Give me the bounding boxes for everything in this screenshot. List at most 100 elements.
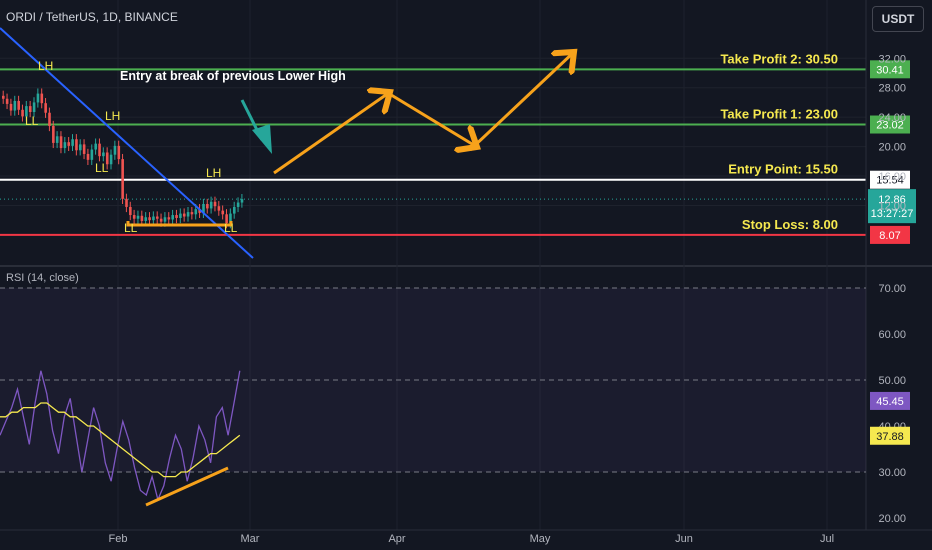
candle-body bbox=[109, 154, 113, 165]
last-price-text: 12.86 bbox=[878, 194, 906, 206]
candle-body bbox=[171, 215, 174, 220]
level-price-tag bbox=[870, 60, 910, 79]
candle-body bbox=[152, 216, 155, 221]
candle-body bbox=[182, 213, 186, 217]
level-label: Stop Loss: 8.00 bbox=[742, 217, 838, 232]
price-tick-label: 16.00 bbox=[878, 171, 906, 183]
time-tick-label: Feb bbox=[109, 533, 128, 545]
level-price-tag-text: 30.41 bbox=[876, 64, 904, 76]
candle-body bbox=[217, 206, 221, 211]
rsi-value-text: 45.45 bbox=[876, 396, 904, 408]
pattern-label: LH bbox=[206, 166, 221, 180]
candle-body bbox=[32, 102, 36, 113]
projection-arrow-1 bbox=[273, 92, 390, 175]
candle-body bbox=[44, 103, 47, 113]
candle-body bbox=[9, 103, 13, 111]
pattern-label: LL bbox=[25, 114, 39, 128]
candles bbox=[2, 88, 244, 229]
pattern-label: LH bbox=[105, 109, 120, 123]
candle-body bbox=[221, 210, 225, 215]
candle-body bbox=[190, 212, 194, 215]
pattern-label: LL bbox=[124, 221, 138, 235]
candle-body bbox=[209, 201, 213, 209]
candle-body bbox=[206, 204, 209, 209]
candle-body bbox=[48, 112, 51, 126]
rsi-tick-label: 60.00 bbox=[878, 329, 906, 341]
candle-body bbox=[179, 213, 182, 218]
candle-body bbox=[213, 201, 217, 207]
candle-body bbox=[156, 216, 159, 219]
rsi-title: RSI (14, close) bbox=[6, 272, 79, 284]
candle-body bbox=[236, 202, 240, 207]
candle-body bbox=[225, 214, 228, 224]
level-price-tag bbox=[870, 170, 910, 189]
candle-body bbox=[129, 206, 132, 216]
level-price-tag-text: 8.07 bbox=[879, 230, 900, 242]
time-tick-label: Jul bbox=[820, 533, 834, 545]
candle-body bbox=[75, 139, 78, 151]
level-price-tag-text: 15.54 bbox=[876, 175, 904, 187]
candle-body bbox=[82, 144, 86, 154]
candle-body bbox=[5, 98, 9, 104]
candle-body bbox=[240, 199, 244, 203]
candle-body bbox=[59, 136, 63, 149]
candle-body bbox=[233, 206, 236, 214]
candle-body bbox=[148, 217, 151, 221]
candle-body bbox=[105, 152, 109, 165]
candle-body bbox=[136, 215, 140, 219]
candle-body bbox=[28, 106, 32, 113]
pattern-label: LH bbox=[38, 59, 53, 73]
price-tick-label: 32.00 bbox=[878, 53, 906, 65]
candle-body bbox=[79, 144, 82, 151]
double-bottom-bracket bbox=[126, 221, 233, 227]
price-tick-label: 12.00 bbox=[878, 200, 906, 212]
candle-body bbox=[13, 100, 17, 111]
last-price-tag bbox=[868, 189, 916, 224]
time-tick-label: Apr bbox=[388, 533, 405, 545]
level-label: Entry Point: 15.50 bbox=[728, 162, 838, 177]
rsi-line bbox=[0, 370, 241, 502]
candle-body bbox=[140, 215, 144, 221]
pattern-label: LL bbox=[224, 221, 238, 235]
candle-body bbox=[67, 142, 71, 146]
currency-button[interactable]: USDT bbox=[872, 6, 924, 32]
candle-body bbox=[117, 145, 121, 160]
candle-body bbox=[71, 139, 74, 146]
time-tick-label: Jun bbox=[675, 533, 693, 545]
candle-body bbox=[202, 204, 205, 213]
candle-body bbox=[98, 143, 101, 157]
candle-body bbox=[132, 215, 136, 219]
entry-annotation: Entry at break of previous Lower High bbox=[120, 69, 346, 83]
candle-body bbox=[25, 106, 28, 117]
candle-body bbox=[21, 109, 24, 117]
candle-body bbox=[121, 159, 124, 199]
candle-body bbox=[163, 217, 167, 222]
candle-body bbox=[94, 143, 97, 150]
candle-body bbox=[86, 153, 90, 160]
rsi-tick-label: 50.00 bbox=[878, 375, 906, 387]
time-axis[interactable]: Feb Mar Apr May Jun Jul bbox=[0, 529, 932, 545]
main-grid bbox=[0, 0, 866, 530]
downtrend-line[interactable] bbox=[0, 27, 254, 259]
chart-title: ORDI / TetherUS, 1D, BINANCE bbox=[6, 10, 178, 24]
candle-body bbox=[144, 217, 148, 221]
rsi-tick-label: 20.00 bbox=[878, 513, 906, 525]
price-axis[interactable]: 32.00 28.00 24.00 20.00 16.00 12.00 bbox=[865, 0, 906, 530]
price-tick-label: 20.00 bbox=[878, 142, 906, 154]
entry-pointer-icon bbox=[252, 124, 272, 154]
candle-body bbox=[90, 149, 94, 160]
level-price-tag bbox=[870, 115, 910, 134]
candle-body bbox=[55, 136, 59, 143]
rsi-ma-tag bbox=[870, 426, 910, 445]
candle-body bbox=[194, 209, 198, 215]
rsi-divergence-line bbox=[145, 466, 229, 507]
countdown-text: 13:27:27 bbox=[871, 208, 914, 220]
candle-body bbox=[63, 142, 67, 149]
level-label: Take Profit 1: 23.00 bbox=[720, 107, 838, 122]
candle-body bbox=[186, 212, 190, 217]
rsi-tick-label: 70.00 bbox=[878, 283, 906, 295]
rsi-tick-label: 30.00 bbox=[878, 467, 906, 479]
rsi-value-tag bbox=[870, 391, 910, 410]
